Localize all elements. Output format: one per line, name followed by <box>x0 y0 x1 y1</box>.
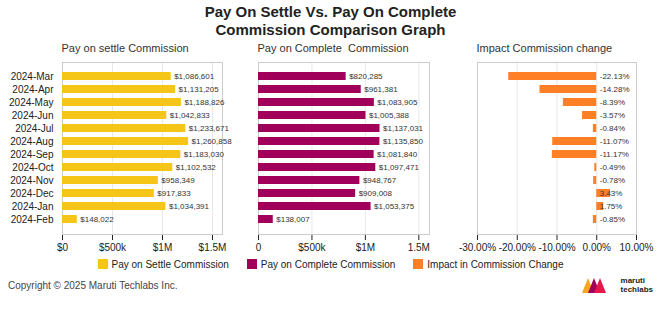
html-text:Impact in Commission Change: Impact in Commission Change <box>427 259 564 270</box>
html-text:techlabs: techlabs <box>620 285 653 294</box>
svg-text:2024-Mar: 2024-Mar <box>10 71 53 82</box>
svg-text:$1,097,471: $1,097,471 <box>378 163 419 172</box>
svg-text:2024-Nov: 2024-Nov <box>10 175 53 186</box>
svg-text:$1,005,388: $1,005,388 <box>368 111 409 120</box>
svg-text:2024-Oct: 2024-Oct <box>12 162 53 173</box>
svg-text:$1,042,833: $1,042,833 <box>169 111 210 120</box>
svg-text:1.75%: 1.75% <box>599 202 622 211</box>
svg-text:-22.13%: -22.13% <box>599 72 629 81</box>
html-text:Copyright © 2025 Maruti Techla: Copyright © 2025 Maruti Techlabs Inc. <box>8 279 178 291</box>
svg-text:2024-Dec: 2024-Dec <box>10 188 53 199</box>
svg-text:2024-Apr: 2024-Apr <box>12 84 54 95</box>
svg-text:$820,285: $820,285 <box>349 72 383 81</box>
svg-text:-11.17%: -11.17% <box>599 150 628 159</box>
svg-text:2024-Jul: 2024-Jul <box>15 123 53 134</box>
svg-text:2024-Jan: 2024-Jan <box>11 201 53 212</box>
svg-text:2024-May: 2024-May <box>9 97 53 108</box>
svg-text:-0.84%: -0.84% <box>599 124 624 133</box>
svg-text:$961,381: $961,381 <box>364 85 398 94</box>
svg-text:-0.78%: -0.78% <box>599 176 624 185</box>
svg-text:0.00%: 0.00% <box>582 242 610 253</box>
svg-text:2024-Feb: 2024-Feb <box>10 214 53 225</box>
svg-text:$1M: $1M <box>152 242 171 253</box>
svg-text:$1,053,375: $1,053,375 <box>374 202 415 211</box>
svg-text:$500k: $500k <box>298 242 326 253</box>
svg-text:1.5M: 1.5M <box>407 242 429 253</box>
svg-text:-8.39%: -8.39% <box>599 98 624 107</box>
html-text:Pay on Settle Commission: Pay on Settle Commission <box>111 259 229 270</box>
svg-text:$917,833: $917,833 <box>157 189 191 198</box>
svg-text:$1,233,671: $1,233,671 <box>188 124 229 133</box>
svg-text:$1,131,205: $1,131,205 <box>178 85 219 94</box>
html-text:Impact Commission change: Impact Commission change <box>476 42 613 54</box>
svg-text:$1,135,850: $1,135,850 <box>382 137 423 146</box>
svg-text:$909,008: $909,008 <box>358 189 392 198</box>
svg-text:$1,183,030: $1,183,030 <box>183 150 224 159</box>
svg-text:-20.00%: -20.00% <box>498 242 535 253</box>
svg-text:3.43%: 3.43% <box>599 189 622 198</box>
svg-text:-0.49%: -0.49% <box>599 163 624 172</box>
svg-text:$1,188,826: $1,188,826 <box>184 98 225 107</box>
svg-text:$1,034,391: $1,034,391 <box>168 202 209 211</box>
svg-text:$1.5M: $1.5M <box>198 242 226 253</box>
svg-text:$1,137,031: $1,137,031 <box>383 124 424 133</box>
svg-text:$148,022: $148,022 <box>80 215 114 224</box>
svg-text:-11.07%: -11.07% <box>599 137 628 146</box>
svg-text:-14.28%: -14.28% <box>599 85 629 94</box>
svg-text:$1,083,905: $1,083,905 <box>377 98 418 107</box>
html-text:Pay on Complete Commission: Pay on Complete Commission <box>260 259 396 270</box>
svg-text:0: 0 <box>255 242 261 253</box>
svg-text:$1,086,601: $1,086,601 <box>174 72 215 81</box>
svg-text:2024-Jun: 2024-Jun <box>11 110 53 121</box>
svg-text:2024-Aug: 2024-Aug <box>10 136 53 147</box>
html-text:Pay on settle Commission: Pay on settle Commission <box>61 42 189 54</box>
svg-text:-3.57%: -3.57% <box>599 111 624 120</box>
svg-text:$500k: $500k <box>98 242 126 253</box>
html-text:Pay On Settle Vs. Pay On Compl: Pay On Settle Vs. Pay On Complete <box>204 3 457 20</box>
svg-text:-10.00%: -10.00% <box>538 242 575 253</box>
svg-text:-0.85%: -0.85% <box>599 215 624 224</box>
svg-text:$138,007: $138,007 <box>276 215 310 224</box>
svg-text:2024-Sep: 2024-Sep <box>10 149 54 160</box>
svg-text:$948,767: $948,767 <box>362 176 396 185</box>
svg-text:$1,260,858: $1,260,858 <box>191 137 232 146</box>
html-text:Pay on Complete Commission: Pay on Complete Commission <box>257 42 409 54</box>
svg-text:$1,102,532: $1,102,532 <box>175 163 216 172</box>
html-text:maruti: maruti <box>620 276 645 285</box>
svg-text:-30.00%: -30.00% <box>458 242 495 253</box>
svg-text:$958,349: $958,349 <box>161 176 195 185</box>
svg-text:$1,081,840: $1,081,840 <box>377 150 418 159</box>
svg-text:10.00%: 10.00% <box>619 242 653 253</box>
svg-text:$1M: $1M <box>355 242 374 253</box>
html-text:Commission Comparison Graph: Commission Comparison Graph <box>215 21 446 38</box>
svg-text:$0: $0 <box>56 242 68 253</box>
